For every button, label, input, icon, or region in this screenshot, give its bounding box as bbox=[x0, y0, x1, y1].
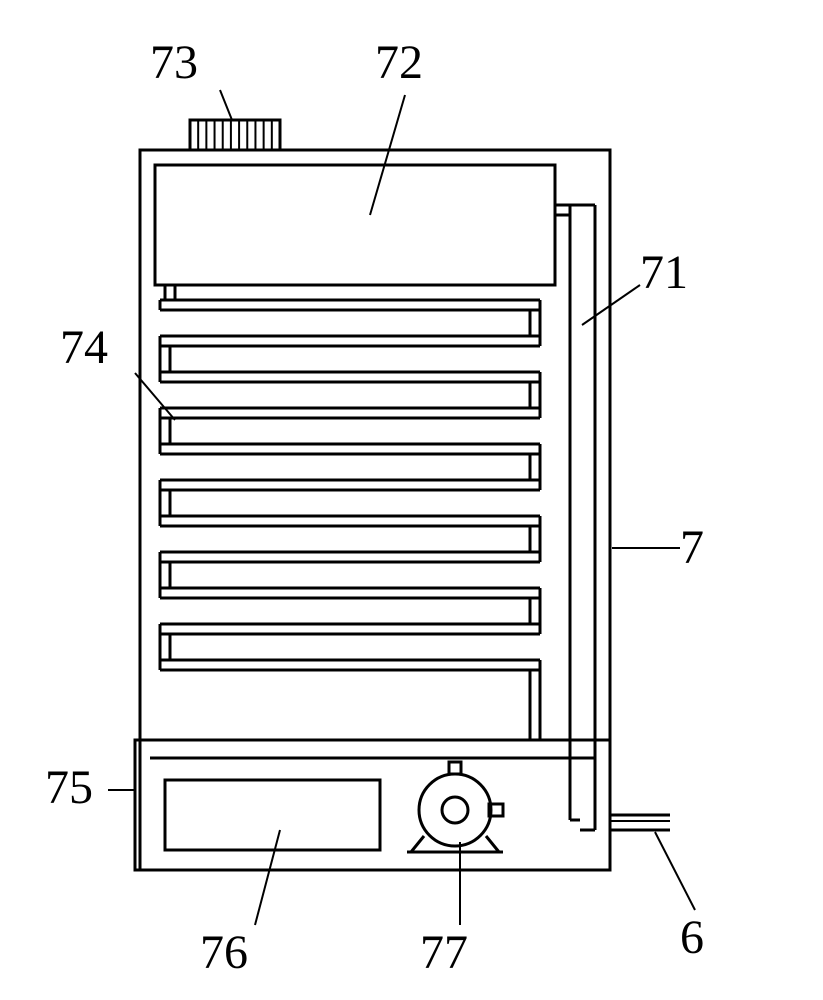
label-76: 76 bbox=[200, 925, 248, 980]
schematic-diagram bbox=[0, 0, 823, 1000]
label-73: 73 bbox=[150, 35, 198, 90]
label-72: 72 bbox=[375, 35, 423, 90]
label-74: 74 bbox=[60, 320, 108, 375]
label-77: 77 bbox=[420, 925, 468, 980]
label-6: 6 bbox=[680, 910, 704, 965]
label-7: 7 bbox=[680, 520, 704, 575]
label-75: 75 bbox=[45, 760, 93, 815]
label-71: 71 bbox=[640, 245, 688, 300]
